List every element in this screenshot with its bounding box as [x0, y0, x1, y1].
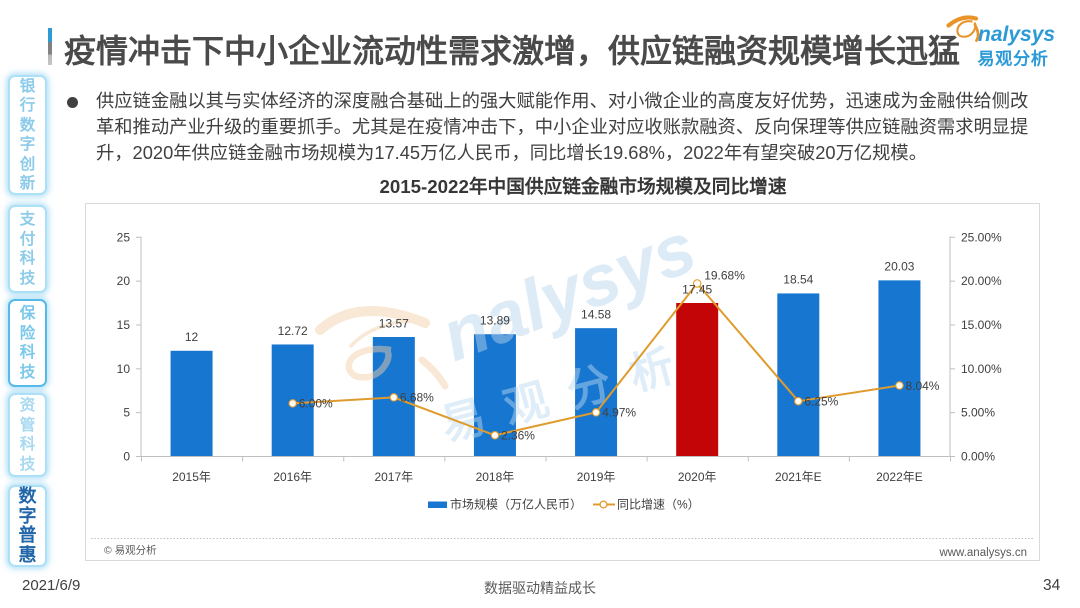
svg-text:0.00%: 0.00%: [961, 450, 995, 464]
svg-text:2022年E: 2022年E: [876, 470, 923, 484]
svg-text:4.97%: 4.97%: [602, 406, 636, 420]
svg-text:6.00%: 6.00%: [299, 397, 333, 411]
svg-text:10.00%: 10.00%: [961, 362, 1002, 376]
svg-text:20.03: 20.03: [884, 260, 914, 274]
svg-text:2015年: 2015年: [172, 470, 211, 484]
svg-text:0: 0: [123, 450, 130, 464]
svg-text:8.04%: 8.04%: [905, 379, 939, 393]
svg-text:6.25%: 6.25%: [804, 395, 838, 409]
svg-text:易观分析: 易观分析: [978, 49, 1049, 68]
svg-text:5: 5: [123, 406, 130, 420]
svg-text:6.68%: 6.68%: [400, 391, 434, 405]
svg-text:© 易观分析: © 易观分析: [104, 544, 157, 557]
svg-text:17.45: 17.45: [682, 282, 712, 296]
svg-text:18.54: 18.54: [783, 273, 813, 287]
svg-text:2016年: 2016年: [273, 470, 312, 484]
svg-text:20.00%: 20.00%: [961, 274, 1002, 288]
svg-text:同比增速（%）: 同比增速（%）: [617, 498, 700, 512]
svg-text:15.00%: 15.00%: [961, 318, 1002, 332]
svg-text:10: 10: [117, 362, 131, 376]
svg-text:2020年: 2020年: [678, 470, 717, 484]
svg-text:13.89: 13.89: [480, 314, 510, 328]
svg-text:12.72: 12.72: [278, 324, 308, 338]
svg-text:25.00%: 25.00%: [961, 230, 1002, 244]
svg-text:25: 25: [117, 230, 131, 244]
svg-text:www.analysys.cn: www.analysys.cn: [938, 547, 1027, 559]
svg-text:20: 20: [117, 274, 131, 288]
svg-text:2017年: 2017年: [374, 470, 413, 484]
svg-text:市场规模（万亿人民币）: 市场规模（万亿人民币）: [450, 497, 582, 512]
svg-text:2021年E: 2021年E: [775, 470, 822, 484]
svg-text:14.58: 14.58: [581, 307, 611, 321]
svg-text:5.00%: 5.00%: [961, 406, 995, 420]
svg-text:12: 12: [185, 330, 199, 344]
svg-text:2019年: 2019年: [577, 470, 616, 484]
svg-text:19.68%: 19.68%: [704, 268, 745, 282]
svg-text:15: 15: [117, 318, 131, 332]
svg-text:nalysys: nalysys: [978, 23, 1055, 46]
svg-text:2018年: 2018年: [476, 470, 515, 484]
svg-text:13.57: 13.57: [379, 316, 409, 330]
svg-text:2.36%: 2.36%: [501, 429, 535, 443]
